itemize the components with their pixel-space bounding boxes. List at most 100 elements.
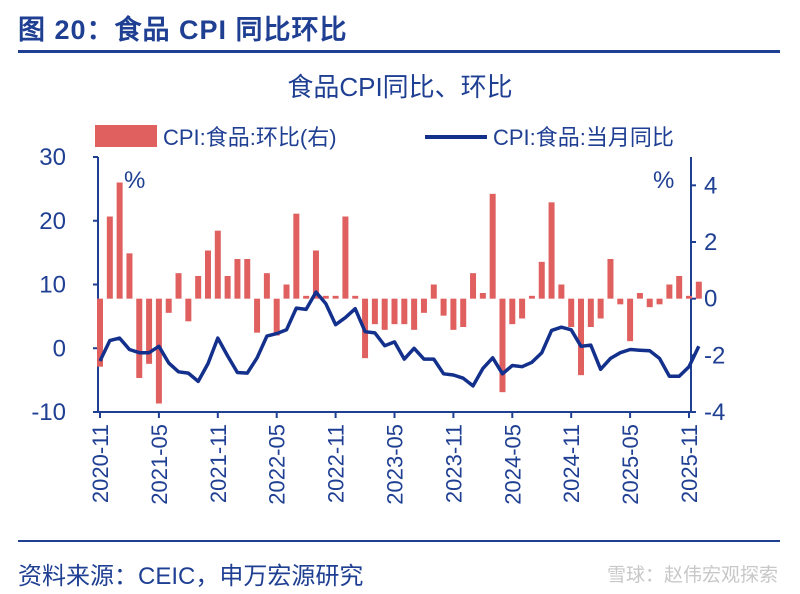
x-tick-label: 2024-11 [559, 424, 584, 503]
bar-mom [528, 295, 535, 299]
bar-mom [656, 298, 663, 305]
x-tick-label: 2022-11 [324, 424, 349, 503]
right-tick-label: -4 [704, 399, 725, 426]
bar-mom [489, 193, 496, 299]
bar-mom [97, 298, 103, 367]
legend-label-mom: CPI:食品:环比(右) [163, 125, 337, 150]
bar-mom [568, 298, 575, 327]
legend: CPI:食品:环比(右) CPI:食品:当月同比 [95, 125, 674, 150]
bar-mom [175, 273, 182, 299]
x-tick-label: 2022-05 [265, 424, 290, 505]
x-tick-label: 2023-05 [383, 424, 408, 505]
bar-mom [578, 298, 585, 376]
bar-mom [146, 298, 153, 364]
bar-mom [352, 295, 359, 299]
bottom-divider [18, 540, 780, 542]
bar-mom [342, 216, 349, 299]
legend-label-yoy: CPI:食品:当月同比 [493, 125, 674, 150]
right-tick-label: 4 [704, 172, 717, 199]
bar-mom [676, 276, 683, 299]
bar-mom [470, 273, 477, 299]
bar-mom [214, 230, 221, 299]
bar-mom [430, 284, 437, 299]
x-tick-label: 2023-11 [441, 424, 466, 503]
line-series [98, 290, 701, 388]
x-tick-label: 2025-11 [677, 424, 702, 503]
bar-mom [312, 250, 319, 299]
bar-mom [686, 295, 692, 299]
bar-mom [381, 298, 388, 330]
bar-mom [420, 298, 427, 313]
bar-mom [479, 293, 486, 299]
bar-mom [558, 284, 565, 299]
bar-mom [185, 298, 192, 322]
bar-mom [391, 298, 398, 325]
bar-mom [597, 298, 604, 319]
left-tick-label: 20 [39, 208, 66, 235]
bar-mom [332, 295, 339, 299]
title-divider [18, 50, 780, 53]
left-tick-label: -10 [31, 399, 66, 426]
bar-mom [204, 250, 211, 299]
chart: 食品CPI同比、环比 CPI:食品:环比(右) CPI:食品:当月同比 3020… [31, 72, 725, 505]
x-tick-label: 2024-05 [500, 424, 525, 505]
right-unit-label: % [653, 167, 674, 194]
bar-mom [303, 295, 310, 299]
chart-title: 食品CPI同比、环比 [287, 72, 512, 102]
right-tick-label: 0 [704, 286, 717, 313]
bar-mom [126, 253, 133, 299]
axes [93, 156, 696, 418]
x-tick-label: 2020-11 [88, 424, 113, 503]
x-tick-label: 2021-05 [147, 424, 172, 505]
bar-mom [460, 298, 467, 327]
bar-mom [224, 276, 231, 299]
left-tick-label: 30 [39, 144, 66, 171]
bar-mom [165, 298, 172, 313]
bar-mom [636, 293, 643, 299]
bar-mom [607, 259, 614, 299]
bar-mom [195, 276, 202, 299]
x-tick-label: 2021-11 [206, 424, 231, 503]
bar-mom [499, 298, 506, 393]
bar-mom [401, 298, 408, 325]
left-tick-label: 0 [53, 335, 66, 362]
line-yoy [98, 290, 701, 388]
bar-mom [450, 298, 457, 330]
figure-title: 图 20：食品 CPI 同比环比 [18, 15, 348, 45]
bar-mom [155, 298, 162, 404]
bar-mom [254, 298, 261, 333]
bars [97, 182, 702, 404]
bar-mom [273, 298, 280, 336]
right-tick-label: 2 [704, 229, 717, 256]
bar-mom [519, 298, 526, 319]
bar-mom [646, 298, 653, 308]
bar-mom [322, 295, 329, 299]
bar-mom [293, 213, 300, 299]
bar-mom [283, 284, 290, 299]
right-tick-label: -2 [704, 342, 725, 369]
bar-mom [666, 284, 673, 299]
bar-mom [587, 298, 594, 327]
watermark: 雪球：赵伟宏观探索 [606, 565, 778, 586]
bar-mom [548, 202, 555, 299]
legend-swatch-bar [95, 125, 157, 147]
left-tick-label: 10 [39, 272, 66, 299]
bar-mom [116, 182, 123, 299]
bar-mom [617, 298, 624, 305]
x-tick-label: 2025-05 [618, 424, 643, 505]
bar-mom [440, 298, 447, 316]
bar-mom [371, 298, 378, 325]
bar-mom [244, 259, 251, 299]
bar-mom [263, 273, 270, 299]
bar-mom [509, 298, 516, 325]
bar-mom [234, 259, 241, 299]
left-unit-label: % [124, 167, 145, 194]
bar-mom [411, 298, 418, 330]
bar-mom [538, 261, 545, 299]
bar-mom [627, 298, 634, 342]
bar-mom [136, 298, 143, 378]
bar-mom [106, 216, 113, 299]
bar-mom [695, 281, 702, 299]
source-note: 资料来源：CEIC，申万宏源研究 [18, 563, 364, 590]
